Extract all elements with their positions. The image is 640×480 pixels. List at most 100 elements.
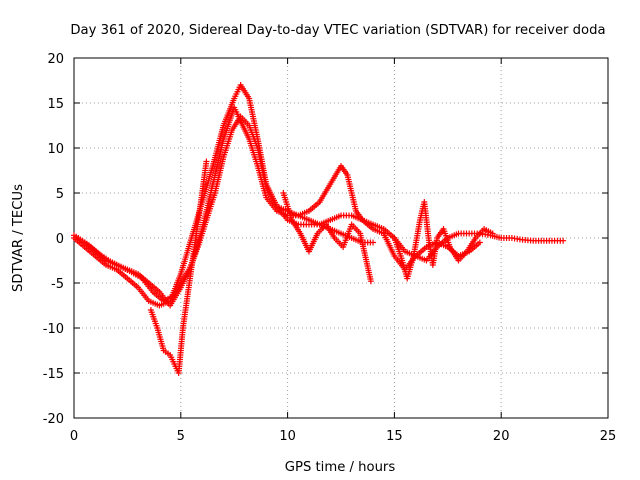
interp-point (167, 294, 174, 301)
interp-point (262, 183, 269, 190)
interp-point (446, 241, 453, 248)
interp-point (211, 192, 218, 199)
interp-point (516, 236, 523, 243)
interp-point (219, 124, 226, 131)
interp-point (487, 229, 494, 236)
y-tick-label: -15 (43, 367, 64, 382)
interp-point (228, 129, 235, 136)
series-trace-2 (71, 82, 483, 309)
interp-point (293, 211, 300, 218)
interp-point (192, 237, 199, 244)
interp-point (202, 219, 209, 226)
interp-point (253, 142, 260, 149)
interp-point (148, 287, 155, 294)
interp-point (186, 282, 193, 289)
interp-point (160, 345, 167, 352)
interp-point (296, 228, 303, 235)
interp-point (314, 200, 321, 207)
y-tick-label: -20 (43, 412, 64, 427)
interp-point (115, 262, 122, 269)
interp-point (335, 229, 342, 236)
interp-point (357, 216, 364, 223)
interp-point (203, 160, 210, 167)
interp-point (133, 283, 140, 289)
y-tick-label: 10 (47, 142, 64, 157)
interp-point (164, 350, 171, 357)
interp-point (335, 213, 342, 220)
interp-point (101, 260, 108, 267)
interp-point (137, 274, 144, 281)
x-tick-label: 20 (493, 429, 510, 444)
data-layer (71, 82, 567, 376)
y-axis-label: SDTVAR / TECUs (11, 184, 26, 292)
x-tick-label: 10 (279, 429, 296, 444)
grid-lines (74, 58, 608, 418)
interp-point (283, 215, 290, 222)
interp-point (463, 230, 470, 237)
interp-point (126, 268, 133, 275)
interp-point (220, 138, 227, 145)
axis-ticks: 0 5 10 15 20 25 -20 -15 -10 -5 0 5 10 15 20 (43, 52, 617, 444)
y-tick-label: -10 (43, 322, 64, 337)
interp-point (390, 250, 397, 257)
series-trace-4 (147, 158, 210, 376)
interp-point (378, 229, 385, 236)
interp-point (219, 156, 226, 163)
interp-point (282, 207, 289, 214)
interp-point (479, 227, 486, 234)
interp-point (397, 250, 404, 257)
interp-point (475, 241, 482, 247)
interp-point (506, 235, 513, 241)
interp-point (367, 276, 374, 283)
interp-point (209, 165, 216, 172)
y-tick-label: 20 (47, 52, 64, 67)
interp-point (198, 192, 205, 199)
interp-point (303, 221, 310, 228)
interp-point (343, 170, 350, 177)
interp-point (303, 208, 310, 215)
y-tick-label: -5 (51, 277, 64, 292)
interp-point (244, 120, 251, 127)
y-tick-label: 15 (47, 97, 64, 112)
interp-point (90, 251, 97, 258)
interp-point (170, 358, 177, 365)
interp-point (272, 201, 279, 208)
interp-point (325, 217, 332, 224)
interp-point (144, 296, 151, 303)
interp-point (105, 256, 112, 263)
interp-point (230, 97, 237, 104)
x-tick-label: 0 (70, 429, 78, 444)
interp-point (538, 237, 545, 244)
interp-point (416, 219, 423, 226)
interp-point (548, 237, 555, 244)
interp-point (557, 237, 564, 244)
interp-point (433, 237, 440, 244)
interp-point (367, 239, 374, 246)
interp-point (262, 192, 269, 199)
chart-title: Day 361 of 2020, Sidereal Day-to-day VTE… (70, 23, 605, 38)
interp-point (326, 183, 333, 189)
interp-point (176, 273, 183, 280)
interp-point (330, 233, 337, 240)
interp-point (527, 237, 534, 244)
interp-point (346, 212, 353, 219)
interp-point (471, 236, 478, 243)
interp-point (421, 245, 428, 252)
interp-point (303, 216, 310, 223)
interp-point (94, 249, 101, 256)
series-trace-5 (280, 190, 374, 285)
interp-point (313, 232, 320, 239)
interp-point (442, 243, 449, 250)
interp-point (314, 220, 321, 227)
interp-point (368, 224, 375, 231)
interp-point (176, 281, 183, 288)
interp-point (425, 232, 432, 239)
interp-point (154, 287, 161, 294)
x-axis-label: GPS time / hours (285, 460, 396, 475)
x-tick-label: 25 (600, 429, 617, 444)
interp-point (83, 240, 90, 247)
interp-point (244, 93, 251, 100)
interp-point (288, 214, 295, 221)
interp-point (352, 205, 359, 212)
